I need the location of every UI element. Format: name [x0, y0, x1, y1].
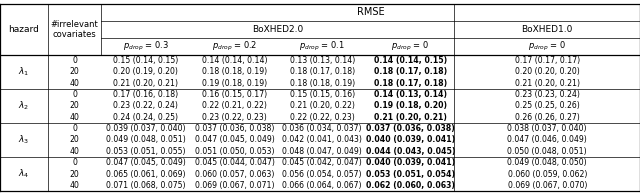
Text: 0.15 (0.14, 0.15): 0.15 (0.14, 0.15)	[113, 56, 179, 65]
Text: 0.038 (0.037, 0.040): 0.038 (0.037, 0.040)	[508, 124, 587, 133]
Text: 0.049 (0.048, 0.050): 0.049 (0.048, 0.050)	[508, 158, 587, 167]
Text: 0.25 (0.25, 0.26): 0.25 (0.25, 0.26)	[515, 101, 580, 110]
Text: BoXHED2.0: BoXHED2.0	[252, 25, 303, 34]
Text: 0.037 (0.036, 0.038): 0.037 (0.036, 0.038)	[366, 124, 454, 133]
Text: 0.18 (0.18, 0.19): 0.18 (0.18, 0.19)	[290, 79, 355, 88]
Text: $\lambda_4$: $\lambda_4$	[19, 168, 29, 180]
Text: $p_{drop}$ = 0: $p_{drop}$ = 0	[391, 40, 429, 53]
Text: 20: 20	[70, 101, 79, 110]
Text: 0.049 (0.048, 0.051): 0.049 (0.048, 0.051)	[106, 135, 186, 145]
Text: 0.047 (0.046, 0.049): 0.047 (0.046, 0.049)	[508, 135, 587, 145]
Text: 0: 0	[72, 124, 77, 133]
Text: 0.062 (0.060, 0.063): 0.062 (0.060, 0.063)	[366, 181, 454, 190]
Text: 0.036 (0.034, 0.037): 0.036 (0.034, 0.037)	[282, 124, 362, 133]
Text: 0: 0	[72, 90, 77, 99]
Text: #irrelevant
covariates: #irrelevant covariates	[51, 20, 99, 39]
Text: 20: 20	[70, 67, 79, 76]
Text: 20: 20	[70, 169, 79, 179]
Text: 0.18 (0.17, 0.18): 0.18 (0.17, 0.18)	[374, 67, 447, 76]
Text: 0.19 (0.18, 0.20): 0.19 (0.18, 0.20)	[374, 101, 447, 110]
Text: 0.053 (0.051, 0.055): 0.053 (0.051, 0.055)	[106, 147, 186, 156]
Text: 0.039 (0.037, 0.040): 0.039 (0.037, 0.040)	[106, 124, 186, 133]
Text: 0.13 (0.13, 0.14): 0.13 (0.13, 0.14)	[290, 56, 355, 65]
Text: 0.20 (0.20, 0.20): 0.20 (0.20, 0.20)	[515, 67, 580, 76]
Text: 0.18 (0.18, 0.19): 0.18 (0.18, 0.19)	[202, 67, 267, 76]
Text: 0.22 (0.22, 0.23): 0.22 (0.22, 0.23)	[290, 113, 355, 122]
Text: 0.17 (0.16, 0.18): 0.17 (0.16, 0.18)	[113, 90, 179, 99]
Text: 0.21 (0.20, 0.21): 0.21 (0.20, 0.21)	[374, 113, 447, 122]
Text: $\lambda_2$: $\lambda_2$	[19, 100, 29, 112]
Text: $p_{drop}$ = 0.1: $p_{drop}$ = 0.1	[300, 40, 345, 53]
Text: 0.060 (0.059, 0.062): 0.060 (0.059, 0.062)	[508, 169, 587, 179]
Text: 0.040 (0.039, 0.041): 0.040 (0.039, 0.041)	[365, 135, 455, 145]
Text: 0.037 (0.036, 0.038): 0.037 (0.036, 0.038)	[195, 124, 275, 133]
Text: 0.14 (0.14, 0.15): 0.14 (0.14, 0.15)	[374, 56, 447, 65]
Text: 0.071 (0.068, 0.075): 0.071 (0.068, 0.075)	[106, 181, 186, 190]
Text: 0.21 (0.20, 0.21): 0.21 (0.20, 0.21)	[515, 79, 580, 88]
Text: 0.045 (0.044, 0.047): 0.045 (0.044, 0.047)	[195, 158, 275, 167]
Text: $\lambda_1$: $\lambda_1$	[19, 66, 29, 78]
Text: 0.047 (0.045, 0.049): 0.047 (0.045, 0.049)	[106, 158, 186, 167]
Text: 0.045 (0.042, 0.047): 0.045 (0.042, 0.047)	[282, 158, 362, 167]
Text: 0.14 (0.14, 0.14): 0.14 (0.14, 0.14)	[202, 56, 268, 65]
Text: 0.065 (0.061, 0.069): 0.065 (0.061, 0.069)	[106, 169, 186, 179]
Text: 0.069 (0.067, 0.071): 0.069 (0.067, 0.071)	[195, 181, 275, 190]
Text: 0.15 (0.15, 0.16): 0.15 (0.15, 0.16)	[290, 90, 355, 99]
Text: 0.056 (0.054, 0.057): 0.056 (0.054, 0.057)	[282, 169, 362, 179]
Text: RMSE: RMSE	[356, 7, 385, 17]
Text: 0.26 (0.26, 0.27): 0.26 (0.26, 0.27)	[515, 113, 580, 122]
Text: 0.050 (0.048, 0.051): 0.050 (0.048, 0.051)	[508, 147, 587, 156]
Text: 0.19 (0.18, 0.19): 0.19 (0.18, 0.19)	[202, 79, 267, 88]
Text: 0.23 (0.22, 0.24): 0.23 (0.22, 0.24)	[113, 101, 179, 110]
Text: BoXHED1.0: BoXHED1.0	[522, 25, 573, 34]
Text: 0.18 (0.17, 0.18): 0.18 (0.17, 0.18)	[374, 79, 447, 88]
Text: 0.20 (0.19, 0.20): 0.20 (0.19, 0.20)	[113, 67, 179, 76]
Text: 0.23 (0.22, 0.23): 0.23 (0.22, 0.23)	[202, 113, 267, 122]
Text: 0.066 (0.064, 0.067): 0.066 (0.064, 0.067)	[282, 181, 362, 190]
Text: 0.14 (0.13, 0.14): 0.14 (0.13, 0.14)	[374, 90, 447, 99]
Text: 0.044 (0.043, 0.045): 0.044 (0.043, 0.045)	[365, 147, 455, 156]
Text: 0.23 (0.23, 0.24): 0.23 (0.23, 0.24)	[515, 90, 580, 99]
Text: hazard: hazard	[8, 25, 40, 34]
Text: 0.21 (0.20, 0.21): 0.21 (0.20, 0.21)	[113, 79, 179, 88]
Text: $p_{drop}$ = 0: $p_{drop}$ = 0	[528, 40, 566, 53]
Text: $\lambda_3$: $\lambda_3$	[19, 134, 29, 146]
Text: 0.060 (0.057, 0.063): 0.060 (0.057, 0.063)	[195, 169, 275, 179]
Text: 0.17 (0.17, 0.17): 0.17 (0.17, 0.17)	[515, 56, 580, 65]
Text: 40: 40	[70, 181, 79, 190]
Text: 0.047 (0.045, 0.049): 0.047 (0.045, 0.049)	[195, 135, 275, 145]
Text: 0.18 (0.17, 0.18): 0.18 (0.17, 0.18)	[290, 67, 355, 76]
Text: 40: 40	[70, 79, 79, 88]
Text: 0.24 (0.24, 0.25): 0.24 (0.24, 0.25)	[113, 113, 179, 122]
Text: 0.053 (0.051, 0.054): 0.053 (0.051, 0.054)	[365, 169, 455, 179]
Text: 0.048 (0.047, 0.049): 0.048 (0.047, 0.049)	[282, 147, 362, 156]
Text: 40: 40	[70, 147, 79, 156]
Text: 0.22 (0.21, 0.22): 0.22 (0.21, 0.22)	[202, 101, 267, 110]
Text: 20: 20	[70, 135, 79, 145]
Text: 0.16 (0.15, 0.17): 0.16 (0.15, 0.17)	[202, 90, 267, 99]
Text: $p_{drop}$ = 0.3: $p_{drop}$ = 0.3	[123, 40, 169, 53]
Text: 40: 40	[70, 113, 79, 122]
Text: 0.051 (0.050, 0.053): 0.051 (0.050, 0.053)	[195, 147, 275, 156]
Text: 0.21 (0.20, 0.22): 0.21 (0.20, 0.22)	[290, 101, 355, 110]
Text: 0: 0	[72, 56, 77, 65]
Text: 0.069 (0.067, 0.070): 0.069 (0.067, 0.070)	[508, 181, 587, 190]
Text: $p_{drop}$ = 0.2: $p_{drop}$ = 0.2	[212, 40, 257, 53]
Text: 0: 0	[72, 158, 77, 167]
Text: 0.040 (0.039, 0.041): 0.040 (0.039, 0.041)	[365, 158, 455, 167]
Text: 0.042 (0.041, 0.043): 0.042 (0.041, 0.043)	[282, 135, 362, 145]
